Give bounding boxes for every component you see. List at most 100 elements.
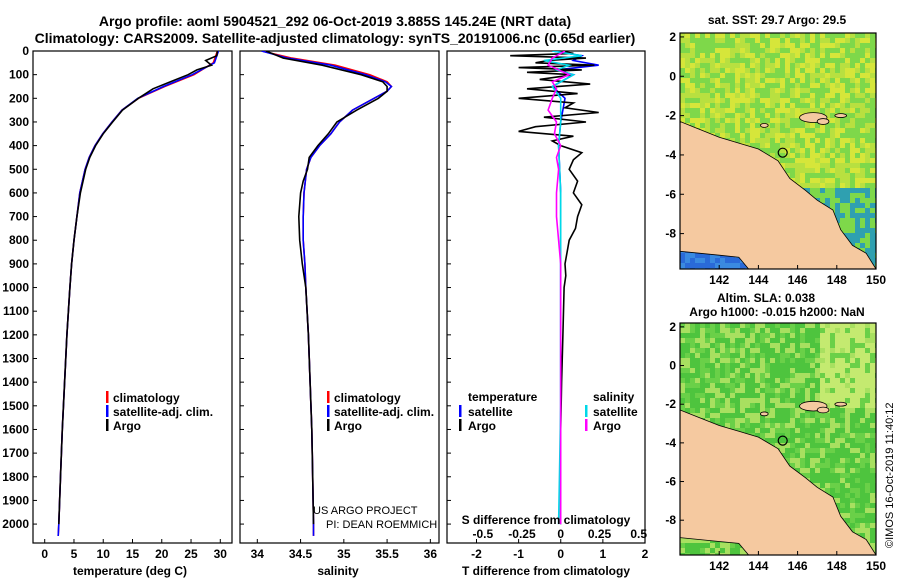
map-cell — [850, 378, 855, 383]
map-cell — [720, 403, 725, 408]
map-cell — [810, 93, 815, 98]
map-cell — [715, 378, 720, 383]
map-cell — [825, 38, 830, 43]
map-cell — [810, 38, 815, 43]
map-cell — [840, 353, 845, 358]
map-cell — [840, 143, 845, 148]
map-cell — [695, 58, 700, 63]
map-cell — [820, 198, 825, 203]
map-cell — [815, 323, 820, 328]
map-cell — [775, 398, 780, 403]
map-cell — [800, 168, 805, 173]
map-cell — [865, 98, 870, 103]
map-cell — [860, 448, 865, 453]
map-cell — [730, 78, 735, 83]
map-cell — [815, 468, 820, 473]
map-cell — [745, 423, 750, 428]
map-cell — [735, 118, 740, 123]
map-cell — [705, 108, 710, 113]
map-cell — [870, 183, 875, 188]
map-cell — [740, 73, 745, 78]
map-cell — [780, 433, 785, 438]
map-cell — [855, 528, 860, 533]
map-cell — [850, 513, 855, 518]
map-cell — [845, 323, 850, 328]
map-cell — [860, 38, 865, 43]
map-cell — [850, 373, 855, 378]
map-cell — [835, 108, 840, 113]
map-cell — [860, 113, 865, 118]
map-cell — [845, 203, 850, 208]
map-cell — [835, 388, 840, 393]
map-cell — [725, 323, 730, 328]
map-cell — [825, 83, 830, 88]
map-cell — [810, 423, 815, 428]
map-cell — [750, 38, 755, 43]
map-cell — [850, 158, 855, 163]
map-cell — [710, 38, 715, 43]
legend-climatology-swatch — [106, 391, 109, 403]
map-cell — [860, 248, 865, 253]
map-cell — [865, 248, 870, 253]
map-cell — [855, 488, 860, 493]
map-cell — [845, 173, 850, 178]
map-cell — [840, 103, 845, 108]
map-cell — [855, 448, 860, 453]
map-cell — [830, 403, 835, 408]
map-cell — [765, 138, 770, 143]
map-cell — [825, 433, 830, 438]
map-cell — [850, 238, 855, 243]
map-cell — [790, 158, 795, 163]
map-cell — [860, 138, 865, 143]
map-cell — [800, 73, 805, 78]
map-cell — [735, 323, 740, 328]
map-cell — [810, 373, 815, 378]
map-cell — [795, 153, 800, 158]
map-cell — [830, 33, 835, 38]
map-cell — [690, 113, 695, 118]
map-cell — [815, 328, 820, 333]
map-cell — [730, 323, 735, 328]
map-cell — [730, 93, 735, 98]
map-cell — [840, 168, 845, 173]
map-cell — [795, 113, 800, 118]
map-cell — [770, 108, 775, 113]
map-cell — [805, 413, 810, 418]
map-cell — [795, 93, 800, 98]
map-cell — [825, 158, 830, 163]
map-cell — [865, 458, 870, 463]
map-cell — [680, 378, 685, 383]
map-cell — [805, 63, 810, 68]
map-cell — [805, 98, 810, 103]
map-cell — [735, 103, 740, 108]
map-cell — [825, 483, 830, 488]
map-cell — [850, 458, 855, 463]
island — [759, 411, 769, 417]
map-cell — [725, 413, 730, 418]
map-cell — [865, 178, 870, 183]
map-cell — [865, 463, 870, 468]
map-cell — [775, 443, 780, 448]
map-cell — [810, 358, 815, 363]
map-cell — [825, 488, 830, 493]
map-cell — [805, 108, 810, 113]
map-cell — [825, 143, 830, 148]
map-cell — [800, 433, 805, 438]
island — [834, 113, 847, 118]
map-cell — [835, 353, 840, 358]
map-cell — [860, 523, 865, 528]
map-cell — [835, 158, 840, 163]
x-tick-label: 30 — [214, 547, 228, 561]
map-cell — [745, 128, 750, 133]
map-cell — [860, 58, 865, 63]
series-line-s-argo — [546, 51, 572, 525]
map-cell — [725, 553, 730, 555]
map-cell — [820, 163, 825, 168]
map-cell — [830, 463, 835, 468]
map-cell — [865, 233, 870, 238]
map-cell — [720, 98, 725, 103]
map-cell — [870, 58, 875, 63]
map-cell — [860, 153, 865, 158]
map-cell — [735, 418, 740, 423]
map-cell — [810, 53, 815, 58]
